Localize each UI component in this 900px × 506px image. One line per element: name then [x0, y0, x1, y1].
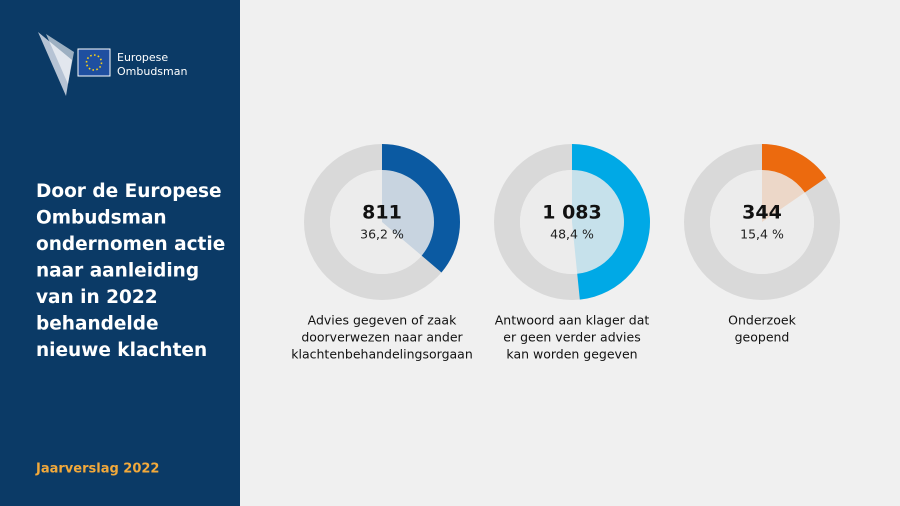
count-label: 811 [362, 202, 402, 224]
sidebar [0, 0, 240, 506]
donut-arc [762, 144, 827, 193]
logo-text: Ombudsman [117, 65, 187, 78]
category-label: Advies gegeven of zaak [308, 313, 457, 328]
category-label: Antwoord aan klager dat [495, 313, 650, 328]
eu-stars [85, 54, 103, 71]
donut-center [520, 170, 624, 274]
donut-wedge-inner [572, 170, 624, 274]
category-label: er geen verder advies [503, 330, 640, 345]
logo-wing [38, 32, 72, 96]
category-label: doorverwezen naar ander [301, 330, 463, 345]
donut-center [710, 170, 814, 274]
eu-flag [77, 48, 111, 77]
logo-wing [46, 34, 74, 84]
category-label: geopend [735, 330, 790, 345]
percent-label: 48,4 % [550, 227, 594, 242]
sidebar-title: ondernomen actie [36, 234, 225, 255]
logo-text: Europese [117, 51, 168, 64]
donut-arc [382, 144, 461, 273]
category-label: Onderzoek [728, 313, 796, 328]
sidebar-title: Ombudsman [36, 208, 167, 229]
donut-wedge-inner [382, 170, 434, 256]
category-label: kan worden gegeven [506, 347, 637, 362]
category-label: klachtenbehandelingsorgaan [291, 347, 473, 362]
donut-arc [572, 144, 650, 300]
charts: 811 36,2 % Advies gegeven of zaak doorverwe… [291, 144, 840, 362]
sidebar-title: nieuwe klachten [36, 340, 207, 361]
sidebar-title: Door de Europese [36, 181, 222, 202]
sidebar-title: naar aanleiding [36, 261, 199, 282]
sidebar-title: behandelde [36, 314, 159, 335]
sidebar-footer: Jaarverslag 2022 [35, 462, 159, 477]
logo [38, 32, 111, 96]
count-label: 1 083 [542, 202, 602, 224]
percent-label: 36,2 % [360, 227, 404, 242]
percent-label: 15,4 % [740, 227, 784, 242]
sidebar-title: van in 2022 [36, 287, 158, 308]
donut-wedge-inner [762, 170, 805, 222]
donut-center [330, 170, 434, 274]
count-label: 344 [742, 202, 782, 224]
